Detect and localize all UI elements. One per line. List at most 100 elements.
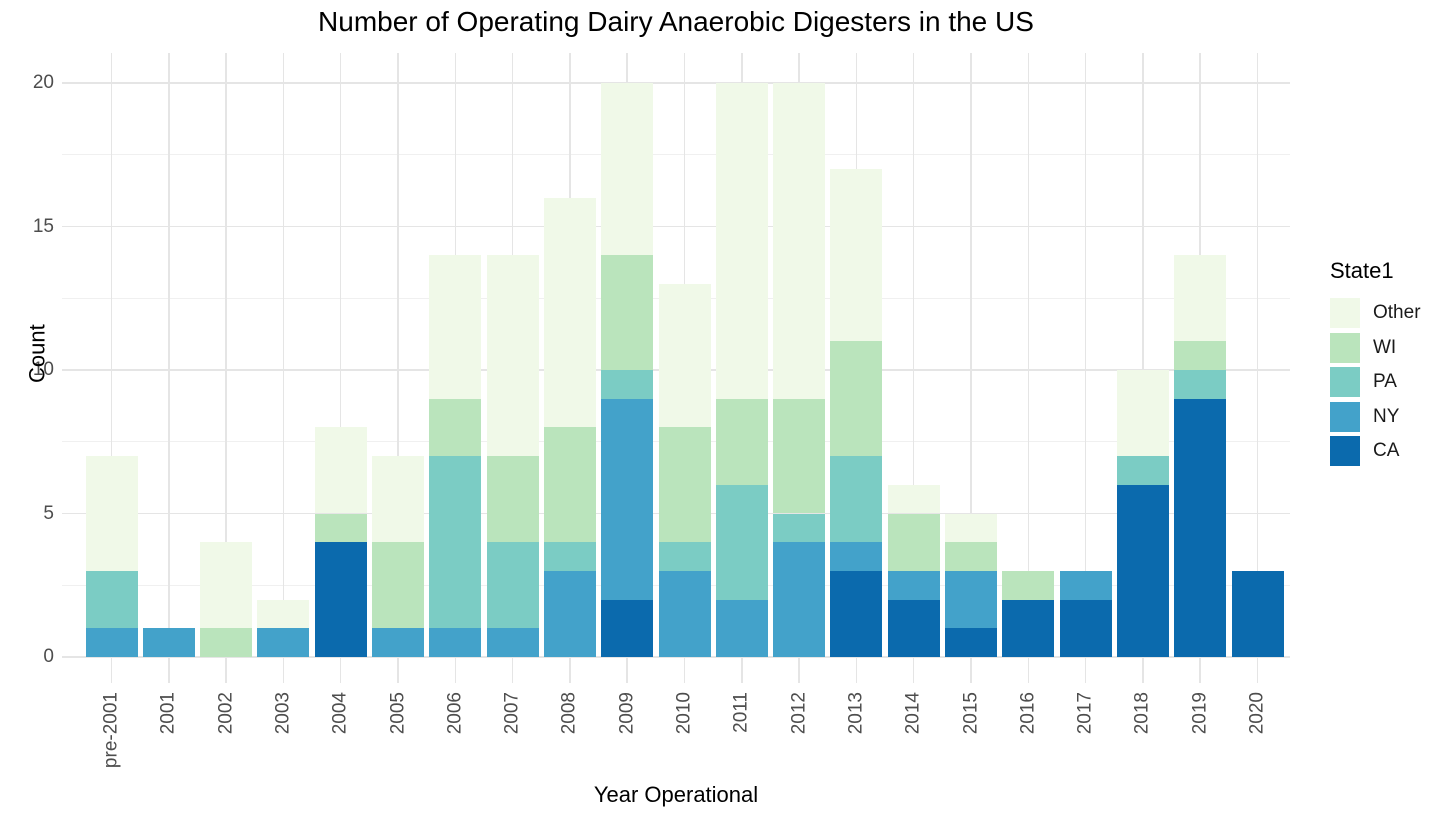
bar-segment (830, 169, 883, 342)
legend-item: Other (1330, 298, 1421, 328)
bar-segment (85, 570, 138, 629)
bar-segment (372, 628, 424, 657)
bar-segment (601, 398, 654, 600)
legend-swatch (1330, 401, 1360, 432)
bar-segment (830, 456, 883, 543)
x-tick-label: pre-2001 (100, 692, 122, 769)
bar-segment (314, 542, 367, 657)
y-tick-label: 0 (43, 646, 54, 667)
legend-item: WI (1330, 332, 1421, 363)
bar-segment (601, 370, 654, 399)
bar-segment (830, 341, 883, 457)
bar-segment (486, 255, 539, 457)
bar-segment (543, 570, 596, 657)
x-tick-label: 2005 (387, 692, 408, 735)
x-tick-label: 2016 (1017, 692, 1039, 735)
x-tick-label: 2012 (788, 692, 810, 735)
bar-segment (372, 542, 424, 629)
gridline-x (225, 53, 227, 683)
bar-segment (773, 398, 826, 514)
bar-segment (830, 570, 883, 657)
bar-segment (945, 570, 997, 629)
legend-swatch (1330, 436, 1360, 466)
legend-item: NY (1330, 401, 1421, 432)
bar-segment (486, 542, 539, 629)
y-tick-label: 10 (32, 359, 54, 380)
bar-segment (773, 542, 826, 657)
bar-segment (1174, 398, 1227, 657)
bar-segment (715, 83, 768, 399)
gridline-x (1084, 53, 1087, 683)
bar-segment (314, 427, 367, 514)
x-tick-label: 2011 (730, 692, 752, 733)
bar-segment (773, 513, 826, 543)
gridline-x (1142, 53, 1144, 683)
x-tick-label: 2018 (1131, 692, 1153, 735)
x-tick-label: 2015 (960, 692, 981, 735)
gridline-x (282, 53, 285, 683)
bar-segment (543, 427, 596, 543)
chart-title: Number of Operating Dairy Anaerobic Dige… (318, 6, 1034, 37)
bar-segment (200, 628, 253, 657)
bar-segment (773, 83, 826, 399)
bar-segment (601, 255, 654, 370)
bar-segment (658, 283, 711, 428)
x-axis-title: Year Operational (593, 782, 759, 807)
bar-segment (945, 542, 997, 571)
legend-item-label: CA (1373, 440, 1400, 461)
bar-segment (601, 599, 654, 657)
legend-swatch (1330, 298, 1360, 328)
gridline-x (110, 53, 113, 683)
plot-panel (62, 53, 1290, 683)
x-tick-label: 2020 (1246, 692, 1268, 735)
bar-segment (85, 628, 138, 657)
bar-segment (658, 542, 711, 571)
bar-segment (257, 599, 310, 629)
bar-segment (715, 484, 768, 600)
x-tick-label: 2013 (845, 692, 867, 735)
bar-segment (142, 628, 195, 657)
bar-segment (429, 628, 482, 657)
bar-segment (601, 83, 654, 256)
y-tick-label: 15 (32, 215, 54, 237)
x-tick-label: 2010 (673, 692, 695, 735)
bar-segment (1116, 456, 1169, 485)
gridline-y-major (62, 225, 1290, 228)
x-tick-label: 2007 (501, 692, 523, 735)
y-tick-label: 20 (32, 72, 54, 93)
bar-segment (887, 570, 940, 600)
gridline-x (339, 53, 342, 683)
bar-segment (314, 513, 367, 543)
x-tick-label: 2019 (1189, 692, 1211, 735)
gridline-x (1027, 53, 1030, 683)
gridline-x (912, 53, 915, 683)
bar-segment (945, 628, 997, 657)
legend-items: Other WI PA NY CA (1330, 298, 1421, 466)
bar-segment (486, 456, 539, 543)
bar-segment (429, 398, 482, 457)
bar-segment (830, 542, 883, 571)
x-tick-label: 2004 (329, 692, 351, 735)
bar-segment (887, 484, 940, 514)
gridline-y-major (62, 82, 1290, 84)
bar-segment (1059, 599, 1112, 657)
bar-segment (945, 513, 997, 543)
legend-item: PA (1330, 367, 1421, 397)
bar-segment (887, 599, 940, 657)
y-axis-title: Count (24, 324, 50, 383)
legend-item-label: PA (1373, 371, 1397, 392)
legend-item-label: NY (1373, 405, 1400, 427)
x-tick-label: 2006 (444, 692, 466, 735)
bar-segment (1116, 484, 1169, 657)
bar-segment (658, 427, 711, 543)
gridline-y-major (62, 656, 1290, 658)
x-tick-label: 2003 (272, 692, 294, 735)
bar-segment (543, 197, 596, 428)
bar-segment (543, 542, 596, 571)
bar-segment (85, 456, 138, 571)
bar-segment (372, 456, 424, 543)
bar-segment (429, 255, 482, 399)
bar-segment (1231, 570, 1284, 657)
bar-segment (486, 628, 539, 657)
